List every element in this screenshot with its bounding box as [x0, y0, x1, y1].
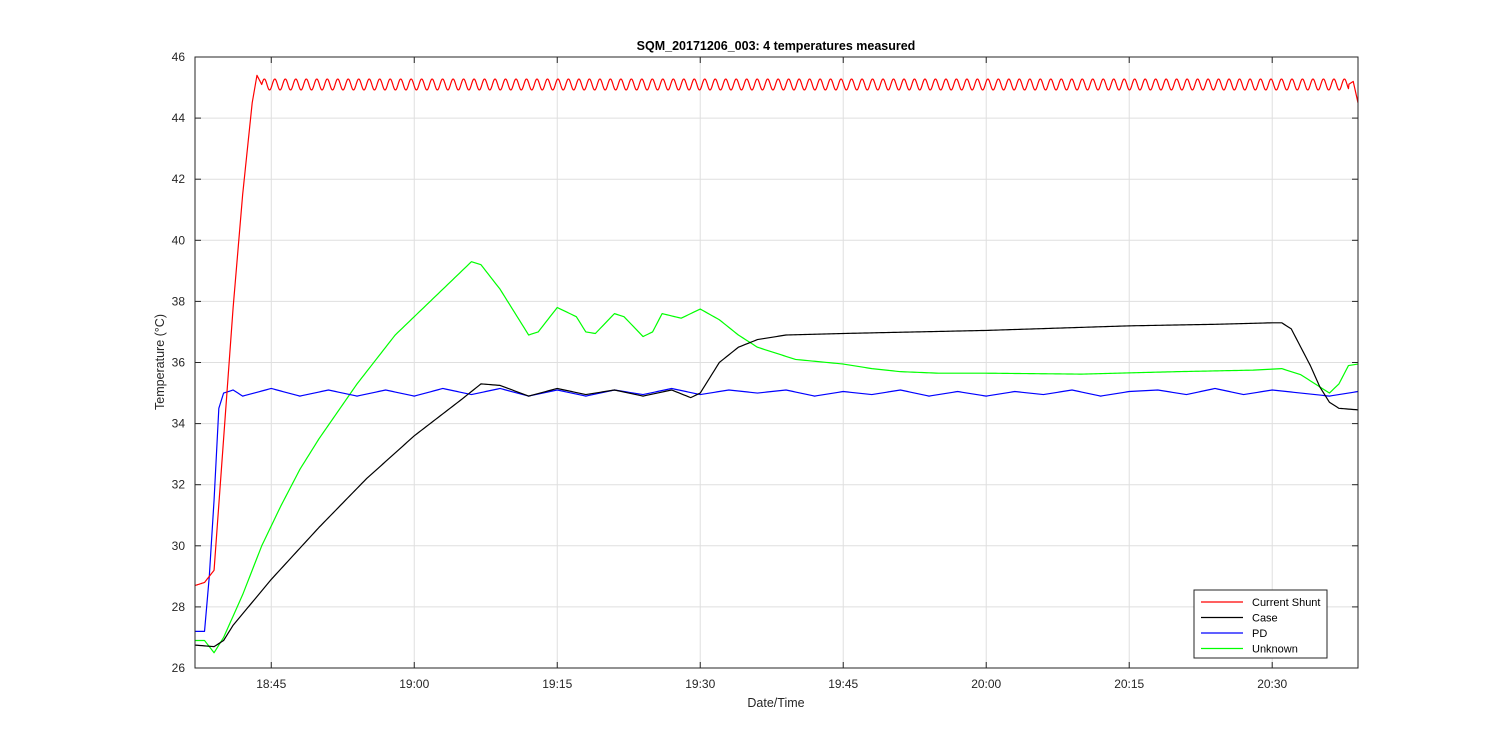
legend-label: Case [1252, 613, 1278, 625]
y-tick-label: 26 [172, 661, 186, 675]
series-line-case [194, 322, 1359, 648]
x-tick-label: 18:45 [256, 677, 286, 691]
y-tick-label: 36 [172, 356, 186, 370]
y-tick-label: 32 [172, 478, 186, 492]
legend-box [1193, 589, 1328, 659]
legend-label: Unknown [1252, 644, 1298, 656]
y-tick-label: 42 [172, 172, 186, 186]
x-tick-label: 19:30 [685, 677, 715, 691]
series-line-pd [195, 387, 1359, 632]
x-tick-label: 19:45 [828, 677, 858, 691]
y-tick-label: 28 [172, 600, 186, 614]
y-tick-label: 30 [172, 539, 186, 553]
x-axis-label: Date/Time [747, 696, 804, 710]
y-tick-label: 38 [172, 294, 186, 308]
series-layer [194, 74, 1359, 654]
x-tick-label: 20:00 [971, 677, 1001, 691]
y-axis-label: Temperature (°C) [153, 314, 167, 410]
x-tick-label: 20:30 [1257, 677, 1287, 691]
y-tick-label: 40 [172, 233, 186, 247]
x-tick-label: 19:00 [399, 677, 429, 691]
x-tick-label: 19:15 [542, 677, 572, 691]
y-tick-label: 34 [172, 417, 186, 431]
y-tick-label: 46 [172, 50, 186, 64]
legend-label: PD [1252, 628, 1267, 640]
grid-lines [195, 57, 1358, 668]
chart-title: SQM_20171206_003: 4 temperatures measure… [637, 39, 916, 53]
series-line-unknown [195, 261, 1359, 654]
legend-label: Current Shunt [1252, 597, 1320, 609]
legend: Current Shunt Case PD Unknown [1193, 589, 1328, 659]
y-tick-label: 44 [172, 111, 186, 125]
x-tick-label: 20:15 [1114, 677, 1144, 691]
series-line-current-shunt [194, 74, 1359, 587]
axis-ticks: 26 28 30 32 34 36 38 40 42 44 46 18:45 19:00 19:15 19:… [172, 50, 1358, 691]
